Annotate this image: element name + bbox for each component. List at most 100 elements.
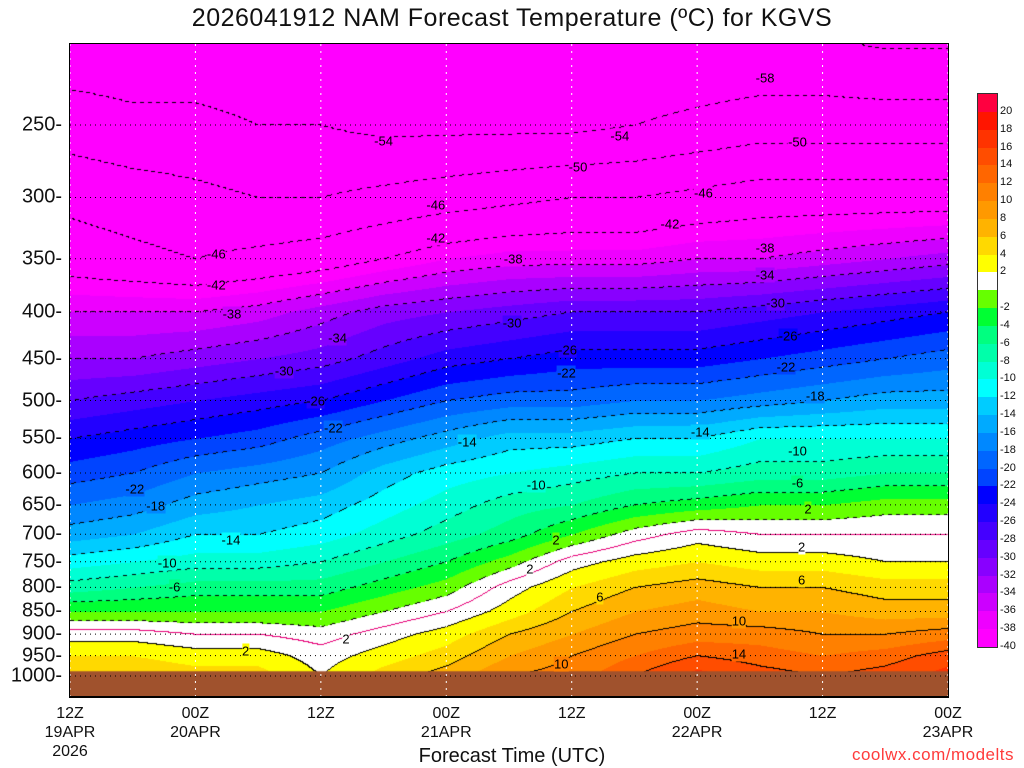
colorbar-label: -24 bbox=[1000, 497, 1016, 510]
contour-label: -22 bbox=[125, 481, 145, 497]
contour-label: 2 bbox=[241, 643, 250, 659]
x-tick-line: 00Z bbox=[683, 705, 711, 722]
y-tick-label: 350- bbox=[21, 247, 62, 270]
colorbar-swatch bbox=[978, 325, 997, 345]
contour-label: -26 bbox=[306, 393, 326, 409]
y-tick-label: 850- bbox=[21, 599, 62, 622]
x-tick-line: 12Z bbox=[808, 705, 837, 722]
contour-label: -58 bbox=[755, 70, 775, 86]
colorbar-swatch bbox=[978, 308, 997, 327]
colorbar-swatch bbox=[978, 468, 997, 487]
colorbar-swatch bbox=[978, 94, 997, 113]
contour-label: -30 bbox=[274, 363, 294, 379]
x-tick-line: 00Z bbox=[181, 705, 210, 722]
contour-label: -10 bbox=[788, 443, 807, 459]
colorbar-swatch bbox=[978, 165, 997, 184]
grid-overlay bbox=[70, 44, 948, 696]
x-tick-label: 12Z bbox=[809, 704, 837, 723]
colorbar-label: 4 bbox=[1000, 247, 1007, 260]
contour-label: -30 bbox=[502, 315, 522, 331]
colorbar-label: -2 bbox=[1000, 301, 1010, 314]
colorbar-swatch bbox=[978, 557, 997, 577]
contour-label: -30 bbox=[766, 295, 785, 311]
contour-label: -10 bbox=[526, 477, 546, 493]
colorbar-swatch bbox=[978, 254, 997, 273]
colorbar-label: -4 bbox=[1000, 318, 1010, 331]
colorbar-label: -30 bbox=[1000, 550, 1016, 563]
colorbar-swatch bbox=[978, 129, 997, 148]
temperature-field bbox=[70, 44, 948, 696]
x-tick-line: 22APR bbox=[671, 724, 723, 741]
y-tick-label: 450- bbox=[21, 347, 62, 370]
y-tick-label: 250- bbox=[21, 113, 62, 136]
contour-label: -54 bbox=[610, 128, 630, 144]
colorbar-swatch bbox=[978, 486, 997, 505]
colorbar-label: 10 bbox=[1000, 194, 1013, 207]
x-tick-line: 00Z bbox=[934, 705, 962, 722]
colorbar bbox=[977, 93, 998, 648]
colorbar-swatch bbox=[978, 361, 997, 380]
colorbar-label: -12 bbox=[1000, 390, 1016, 403]
x-tick-label: 00Z 23APR bbox=[923, 704, 974, 742]
y-tick-label: 550- bbox=[21, 426, 62, 449]
contour-label: -50 bbox=[568, 159, 588, 175]
y-tick-label: 1000- bbox=[10, 664, 62, 687]
plot-area: -58 -54 -54 -50 -50 -46 -46 -42 -42 -46 -42 -38 -38 -… bbox=[70, 44, 948, 696]
contour-label: -54 bbox=[374, 133, 393, 149]
colorbar-swatch bbox=[978, 539, 997, 559]
y-tick-label: 400- bbox=[21, 300, 62, 323]
x-tick-line: 12Z bbox=[56, 705, 84, 722]
colorbar-label: -26 bbox=[1000, 515, 1016, 528]
colorbar-swatch bbox=[978, 593, 997, 612]
colorbar-swatch bbox=[978, 290, 997, 309]
contour-label: -14 bbox=[690, 424, 710, 440]
colorbar-label: 20 bbox=[1000, 104, 1013, 117]
colorbar-label: -14 bbox=[1000, 408, 1016, 421]
x-tick-label: 00Z 22APR bbox=[672, 704, 723, 742]
colorbar-swatch bbox=[978, 450, 997, 470]
contour-label: -22 bbox=[776, 359, 796, 375]
colorbar-label: -18 bbox=[1000, 443, 1016, 456]
colorbar-swatch bbox=[978, 272, 997, 291]
contour-label: -50 bbox=[788, 134, 807, 150]
credit-link[interactable]: coolwx.com/modelts bbox=[851, 745, 1014, 764]
colorbar-label: -28 bbox=[1000, 532, 1016, 545]
colorbar-swatch bbox=[978, 397, 997, 416]
x-tick-line: 19APR bbox=[44, 724, 96, 741]
colorbar-label: 12 bbox=[1000, 176, 1013, 189]
contour-label: -18 bbox=[805, 388, 825, 404]
x-tick-label: 00Z 21APR bbox=[421, 704, 472, 742]
contour-label: -38 bbox=[755, 240, 775, 256]
colorbar-swatch bbox=[978, 629, 997, 648]
contour-label: -42 bbox=[426, 230, 446, 246]
colorbar-label: 16 bbox=[1000, 140, 1013, 153]
colorbar-label: -20 bbox=[1000, 461, 1016, 474]
chart-title: 2026041912 NAM Forecast Temperature (ºC)… bbox=[191, 4, 833, 32]
colorbar-label: -10 bbox=[1000, 372, 1016, 385]
colorbar-label: -38 bbox=[1000, 622, 1016, 635]
contour-label: -26 bbox=[778, 328, 798, 344]
contour-label: -22 bbox=[557, 365, 576, 381]
colorbar-label: -22 bbox=[1000, 479, 1016, 492]
contour-label: -6 bbox=[168, 579, 181, 595]
contour-label: -38 bbox=[222, 306, 242, 322]
y-tick-label: 500- bbox=[21, 389, 62, 412]
contour-label: -46 bbox=[206, 246, 226, 262]
colorbar-label: 14 bbox=[1000, 158, 1013, 171]
x-tick-line: 20APR bbox=[170, 724, 221, 741]
contour-label: -14 bbox=[457, 434, 477, 450]
x-tick-line: 23APR bbox=[922, 724, 974, 741]
colorbar-swatch bbox=[978, 218, 997, 238]
contour-label: -26 bbox=[558, 342, 577, 358]
contour-label: 10 bbox=[554, 656, 569, 672]
x-tick-line: 21APR bbox=[420, 724, 472, 741]
x-tick-label: 12Z 19APR 2026 bbox=[45, 704, 96, 761]
colorbar-label: 6 bbox=[1000, 229, 1007, 242]
contour-label: 2 bbox=[552, 532, 560, 548]
contour-label: -22 bbox=[323, 420, 343, 436]
colorbar-swatch bbox=[978, 111, 997, 131]
contour-label: -42 bbox=[660, 216, 680, 232]
contour-label: -42 bbox=[206, 277, 226, 293]
colorbar-label: -32 bbox=[1000, 568, 1016, 581]
contour-label: 14 bbox=[731, 646, 747, 662]
